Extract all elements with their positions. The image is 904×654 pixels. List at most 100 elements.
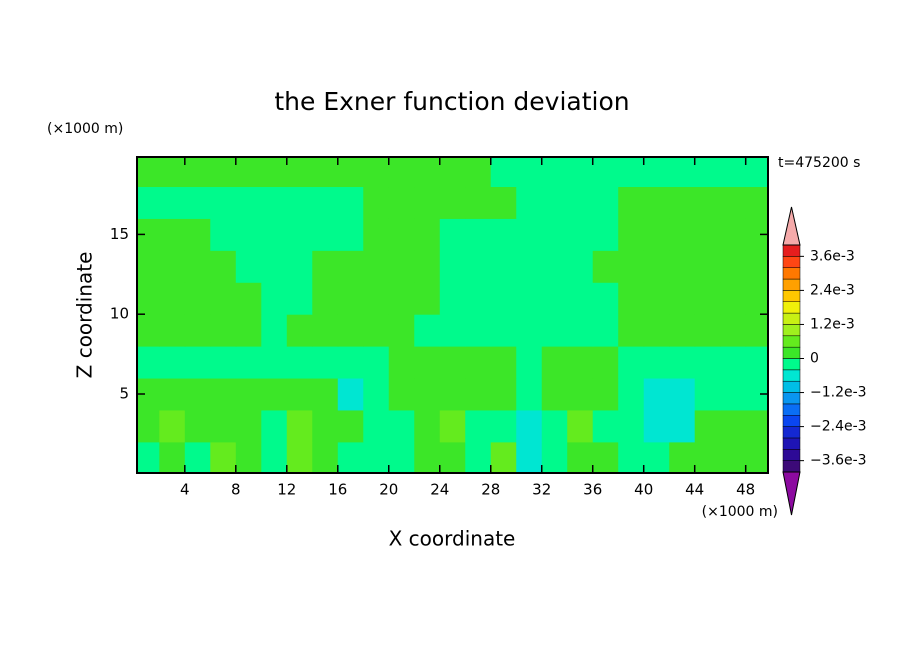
contour-cell [490,218,517,251]
contour-cell [210,314,237,347]
contour-cell [745,441,769,474]
contour-cell [137,409,160,443]
contour-cell [669,346,696,379]
contour-cell [312,409,339,443]
contour-cell [261,157,288,188]
contour-cell [159,186,186,219]
contour-cell [337,314,364,347]
contour-cell [567,409,594,443]
colorbar-band [782,256,801,268]
contour-cell [261,250,288,283]
contour-cell [541,186,568,219]
x-tick-label: 44 [685,481,704,499]
contour-cell [516,409,543,443]
contour-cell [312,346,339,379]
time-label: t=475200 s [778,155,860,171]
contour-cell [210,186,237,219]
colorbar-tick-label: −2.4e-3 [810,419,867,435]
contour-cell [669,218,696,251]
contour-cell [439,314,466,347]
contour-cell [720,157,747,188]
contour-cell [312,378,339,411]
contour-cell [261,186,288,219]
contour-cell [388,250,415,283]
contour-cell [363,314,390,347]
contour-cell [337,157,364,188]
colorbar-band [782,369,801,382]
contour-cell [643,157,670,188]
contour-cell [745,314,769,347]
contour-cell [286,441,313,474]
contour-cell [592,157,619,188]
colorbar-band [782,278,801,291]
colorbar-under [782,471,801,516]
contour-cell [235,250,262,283]
contour-cell [618,186,645,219]
contour-cell [388,346,415,379]
contour-cell [669,282,696,315]
contour-cell [592,282,619,315]
contour-cell [235,346,262,379]
contour-cell [261,314,288,347]
contour-cell [592,218,619,251]
contour-cell [669,409,696,443]
contour-cell [439,186,466,219]
contour-cell [414,409,441,443]
colorbar-band [782,244,801,257]
colorbar-band [782,437,801,450]
contour-cell [541,378,568,411]
contour-cell [235,218,262,251]
contour-cell [210,157,237,188]
contour-cell [363,346,390,379]
contour-cell [516,218,543,251]
x-tick-label: 24 [430,481,449,499]
contour-cell [286,157,313,188]
contour-cell [159,346,186,379]
colorbar-band [782,301,801,314]
contour-cell [745,282,769,315]
contour-cell [643,346,670,379]
contour-cell [388,218,415,251]
contour-cell [618,378,645,411]
contour-cell [618,346,645,379]
contour-cell [261,282,288,315]
contour-cell [720,314,747,347]
contour-cell [465,250,492,283]
contour-cell [439,250,466,283]
contour-cell [414,218,441,251]
contour-cell [388,378,415,411]
contour-cell [414,186,441,219]
contour-cell [337,346,364,379]
contour-cell [337,218,364,251]
contour-cell [694,282,721,315]
y-tick-label: 10 [110,305,129,323]
contour-cell [720,409,747,443]
contour-cell [490,314,517,347]
contour-cell [184,314,211,347]
contour-cell [439,409,466,443]
contour-cell [210,441,237,474]
contour-cell [235,441,262,474]
contour-cell [439,282,466,315]
colorbar: 3.6e-3 2.4e-3 1.2e-3 0 −1.2e-3 −2.4e-3 −3.6e-3 [782,206,867,516]
contour-cell [363,250,390,283]
contour-cell [465,314,492,347]
contour-cell [210,250,237,283]
contour-cell [184,378,211,411]
colorbar-band [782,415,801,427]
contour-cell [388,409,415,443]
contour-cell [210,346,237,379]
contour-cell [337,282,364,315]
contour-cell [516,250,543,283]
contour-cell [184,441,211,474]
contour-cell [363,282,390,315]
contour-cell [465,378,492,411]
contour-cell [694,378,721,411]
x-tick-label: 28 [481,481,500,499]
contour-cell [439,218,466,251]
contour-cell [465,157,492,188]
contour-cell [541,314,568,347]
colorbar-band [782,290,801,302]
contour-cell [312,157,339,188]
contour-cell [720,378,747,411]
